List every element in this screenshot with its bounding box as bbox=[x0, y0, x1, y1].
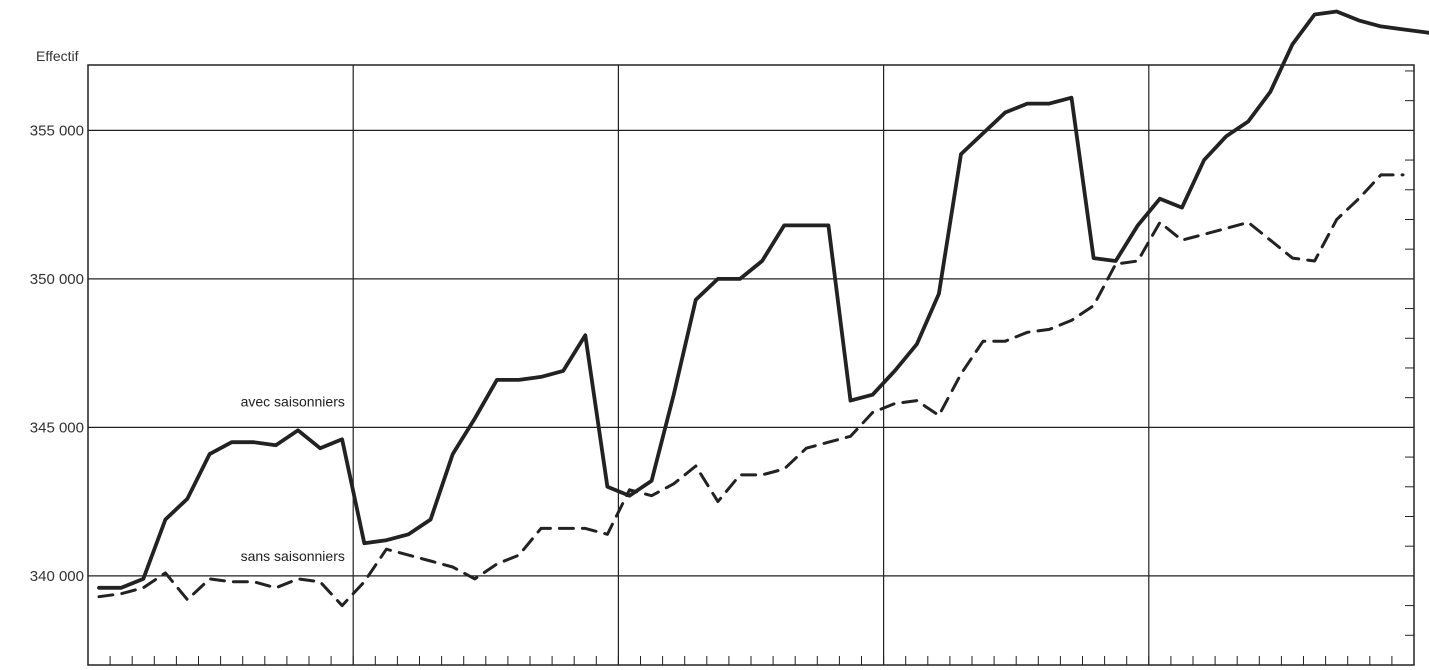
y-axis-label: Effectif bbox=[36, 48, 79, 64]
y-tick-label: 340 000 bbox=[30, 568, 84, 585]
annotation-sans-saisonniers: sans saisonniers bbox=[241, 548, 345, 564]
x-axis-ticks bbox=[109, 656, 1393, 665]
series-lines bbox=[97, 9, 1429, 608]
y-tick-label: 355 000 bbox=[30, 122, 84, 139]
annotations: avec saisonniers sans saisonniers bbox=[241, 394, 345, 564]
y-axis: Effectif 340 000 345 000 350 000 355 000 bbox=[30, 48, 84, 585]
plot-frame bbox=[87, 64, 1415, 666]
gridlines bbox=[87, 64, 1415, 666]
series-line-avec-saisonniers bbox=[97, 9, 1429, 590]
annotation-avec-saisonniers: avec saisonniers bbox=[241, 394, 345, 410]
series-line-sans-saisonniers bbox=[97, 173, 1405, 608]
y-tick-label: 350 000 bbox=[30, 271, 84, 288]
y-tick-label: 345 000 bbox=[30, 419, 84, 436]
